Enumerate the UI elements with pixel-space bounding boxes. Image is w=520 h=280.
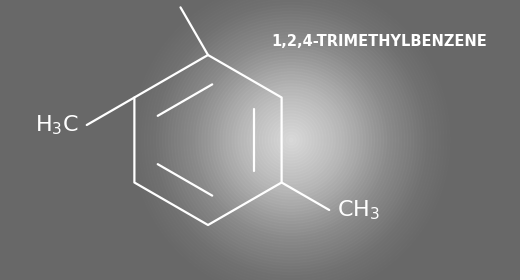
Circle shape: [283, 132, 299, 148]
Circle shape: [277, 126, 305, 154]
Text: CH$_3$: CH$_3$: [337, 198, 380, 222]
Circle shape: [274, 123, 308, 157]
Circle shape: [289, 138, 293, 142]
Text: H$_3$C: H$_3$C: [35, 113, 79, 137]
Text: 1,2,4-TRIMETHYLBENZENE: 1,2,4-TRIMETHYLBENZENE: [272, 34, 487, 49]
Circle shape: [286, 135, 296, 145]
Circle shape: [280, 129, 302, 151]
